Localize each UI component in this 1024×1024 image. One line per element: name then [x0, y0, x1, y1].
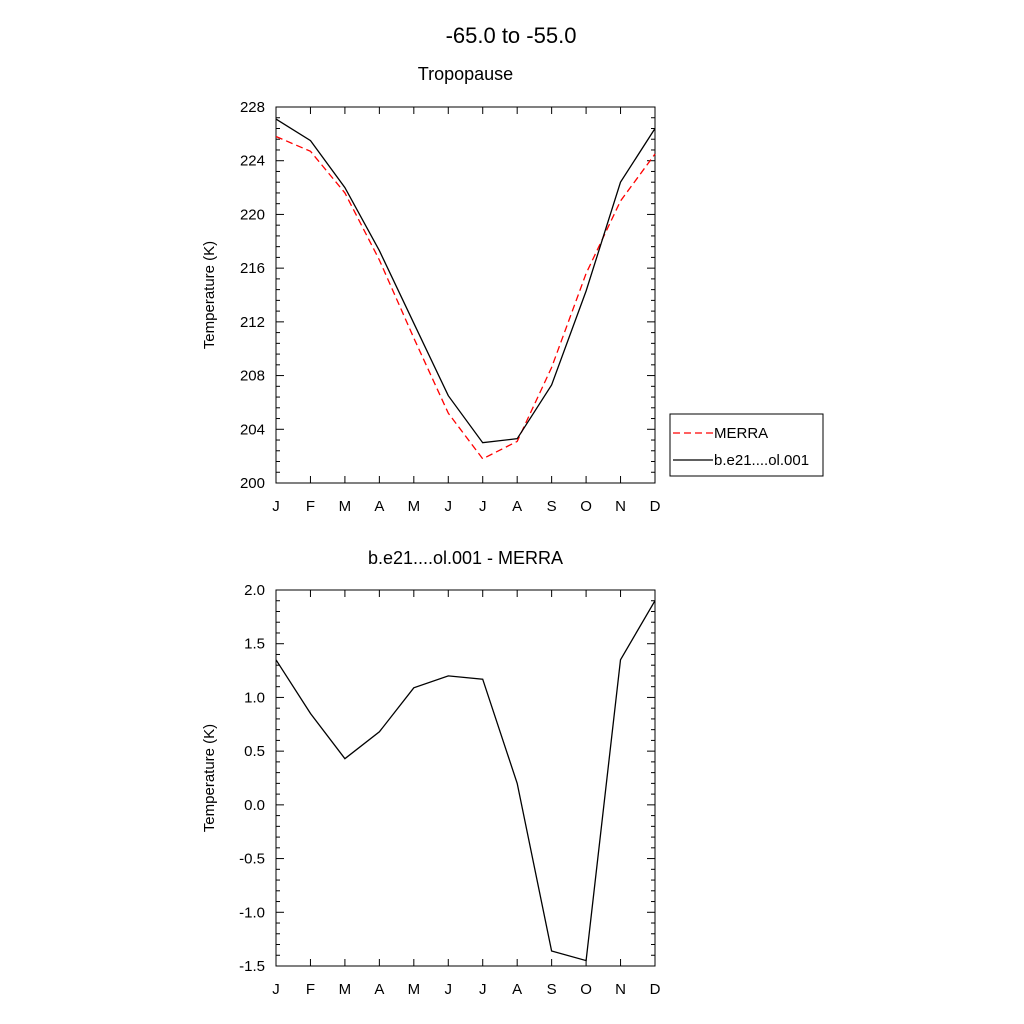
series-line-difference: [275, 600, 656, 962]
y-axis-label: Temperature (K): [201, 724, 218, 832]
x-tick-label: J: [272, 981, 280, 998]
x-tick-label: S: [547, 981, 557, 998]
y-tick-label: 0.5: [244, 743, 265, 760]
panel-title: Tropopause: [418, 64, 513, 84]
x-tick-label: A: [512, 498, 522, 515]
y-tick-label: 1.5: [244, 636, 265, 653]
y-tick-label: 2.0: [244, 582, 265, 599]
x-tick-label: M: [339, 498, 352, 515]
series-line-b-e21-ol-001: [275, 118, 656, 444]
y-tick-label: 224: [240, 153, 265, 170]
x-tick-label: F: [306, 498, 315, 515]
x-tick-label: N: [615, 981, 626, 998]
x-tick-label: J: [272, 498, 280, 515]
tropopause-temperature-panel: Tropopause Temperature (K) J F M A M J J A S O N D 200…: [201, 64, 824, 515]
x-tick-label: M: [339, 981, 352, 998]
x-tick-label: N: [615, 498, 626, 515]
y-tick-label: 208: [240, 368, 265, 385]
y-tick-label: 0.0: [244, 797, 265, 814]
y-tick-label: 200: [240, 475, 265, 492]
y-tick-label: 212: [240, 314, 265, 331]
plot-frame: [275, 106, 656, 484]
series-line-merra: [275, 135, 656, 460]
y-tick-label: 216: [240, 260, 265, 277]
x-tick-label: J: [479, 981, 487, 998]
x-tick-label: D: [650, 981, 661, 998]
y-tick-label: -0.5: [239, 851, 265, 868]
legend-label: b.e21....ol.001: [714, 452, 809, 469]
x-tick-label: F: [306, 981, 315, 998]
x-tick-label: S: [547, 498, 557, 515]
difference-panel: b.e21....ol.001 - MERRA Temperature (K) J F…: [201, 548, 661, 998]
y-axis-label: Temperature (K): [201, 241, 218, 349]
x-tick-label: O: [580, 498, 592, 515]
x-tick-label: J: [479, 498, 487, 515]
y-tick-label: -1.5: [239, 958, 265, 975]
y-tick-label: -1.0: [239, 904, 265, 921]
x-tick-label: A: [374, 981, 384, 998]
legend: MERRA b.e21....ol.001: [669, 413, 824, 477]
plot-frame: [275, 589, 656, 967]
x-tick-label: J: [445, 981, 453, 998]
x-tick-label: M: [408, 981, 421, 998]
x-tick-label: A: [512, 981, 522, 998]
x-tick-label: D: [650, 498, 661, 515]
x-tick-label: A: [374, 498, 384, 515]
y-tick-label: 228: [240, 99, 265, 116]
y-tick-label: 204: [240, 421, 265, 438]
x-tick-label: O: [580, 981, 592, 998]
panel-title: b.e21....ol.001 - MERRA: [368, 548, 563, 568]
x-tick-label: J: [445, 498, 453, 515]
legend-box: [669, 413, 824, 477]
legend-label: MERRA: [714, 425, 768, 442]
figure-title: -65.0 to -55.0: [446, 23, 577, 48]
y-tick-label: 220: [240, 206, 265, 223]
y-tick-label: 1.0: [244, 689, 265, 706]
x-tick-label: M: [408, 498, 421, 515]
